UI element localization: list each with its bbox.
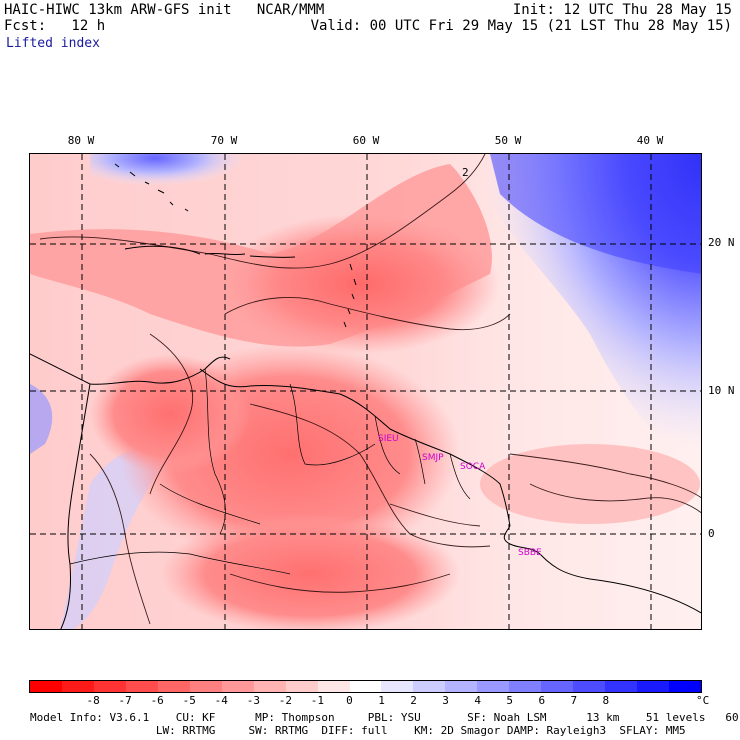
colorbar-tick-label: 8: [602, 694, 610, 707]
lat-lon-grid: [30, 154, 701, 629]
colorbar-swatch: [285, 681, 318, 692]
colorbar-unit: °C: [696, 694, 710, 707]
station-soca: SOCA: [460, 462, 486, 472]
colorbar-swatch: [61, 681, 94, 692]
colorbar-swatch: [157, 681, 190, 692]
colorbar-tick-label: 7: [570, 694, 578, 707]
field-name: Lifted index: [6, 36, 100, 51]
lifted-index-map: 2 SIEU SMJP SOCA SBBE: [29, 153, 702, 630]
valid-time: Valid: 00 UTC Fri 29 May 15 (21 LST Thu …: [310, 18, 732, 34]
lon-label-50w: 50 W: [494, 134, 522, 147]
colorbar-tick-label: -3: [246, 694, 260, 707]
colorbar-tick-label: -2: [278, 694, 292, 707]
colorbar-swatch: [30, 681, 62, 692]
map-svg: 2 SIEU SMJP SOCA SBBE: [30, 154, 701, 629]
colorbar-tick-label: -8: [86, 694, 100, 707]
colorbar-swatch: [477, 681, 510, 692]
colorbar-tick-label: 4: [474, 694, 481, 707]
colorbar-tick-label: 1: [378, 694, 385, 707]
colorbar-swatch: [221, 681, 254, 692]
contour-label: 2: [462, 166, 469, 179]
lifted-index-contours: [39, 154, 701, 625]
colorbar-tick-label: 5: [506, 694, 514, 707]
forecast-hour: Fcst: 12 h: [4, 18, 106, 34]
model-title: HAIC-HIWC 13km ARW-GFS init NCAR/MMM: [4, 2, 325, 18]
colorbar-tick-label: -1: [310, 694, 325, 707]
lat-label-0: 0: [708, 527, 715, 540]
lat-label-20n: 20 N: [708, 236, 735, 249]
colorbar-swatch: [573, 681, 606, 692]
colorbar-tick-label: 2: [410, 694, 417, 707]
colorbar-swatch: [637, 681, 670, 692]
station-smjp: SMJP: [422, 453, 444, 463]
colorbar-swatch: [125, 681, 158, 692]
lon-label-70w: 70 W: [210, 134, 238, 147]
colorbar-tick-label: -4: [214, 694, 228, 707]
unstable-region-colombia: [90, 354, 250, 474]
lon-label-80w: 80 W: [67, 134, 95, 147]
colorbar-swatch: [509, 681, 542, 692]
stable-core-east: [490, 154, 701, 274]
coastlines: [30, 163, 701, 629]
lat-label-10n: 10 N: [708, 384, 735, 397]
colorbar-tick-label: -5: [182, 694, 196, 707]
lon-label-60w: 60 W: [352, 134, 380, 147]
colorbar-swatch: [253, 681, 286, 692]
colorbar-swatch: [189, 681, 222, 692]
unstable-region-atlantic: [480, 444, 700, 524]
station-sbbe: SBBE: [518, 548, 542, 558]
colorbar-tick-label: 3: [442, 694, 449, 707]
stable-region-pacific: [30, 384, 53, 454]
unstable-region-amazon: [160, 514, 460, 629]
model-info-line1: Model Info: V3.6.1 CU: KF MP: Thompson P…: [30, 711, 740, 724]
colorbar: [29, 680, 702, 693]
colorbar-swatch: [349, 681, 382, 692]
colorbar-swatch: [669, 681, 702, 692]
station-sieu: SIEU: [378, 434, 399, 444]
lon-label-40w: 40 W: [636, 134, 664, 147]
station-labels: SIEU SMJP SOCA SBBE: [378, 434, 542, 558]
colorbar-swatch: [381, 681, 414, 692]
colorbar-tick-label: 6: [538, 694, 546, 707]
country-borders: [69, 368, 471, 575]
unstable-core-north: [220, 214, 500, 354]
colorbar-swatch: [317, 681, 350, 692]
colorbar-swatch: [605, 681, 638, 692]
colorbar-tick-label: -6: [150, 694, 164, 707]
colorbar-swatch: [541, 681, 574, 692]
colorbar-swatch: [93, 681, 126, 692]
colorbar-swatch: [445, 681, 478, 692]
colorbar-tick-label: 0: [346, 694, 353, 707]
model-info-line2: LW: RRTMG SW: RRTMG DIFF: full KM: 2D Sm…: [30, 724, 686, 737]
init-time: Init: 12 UTC Thu 28 May 15: [512, 2, 732, 18]
colorbar-tick-label: -7: [118, 694, 132, 707]
colorbar-swatch: [413, 681, 446, 692]
